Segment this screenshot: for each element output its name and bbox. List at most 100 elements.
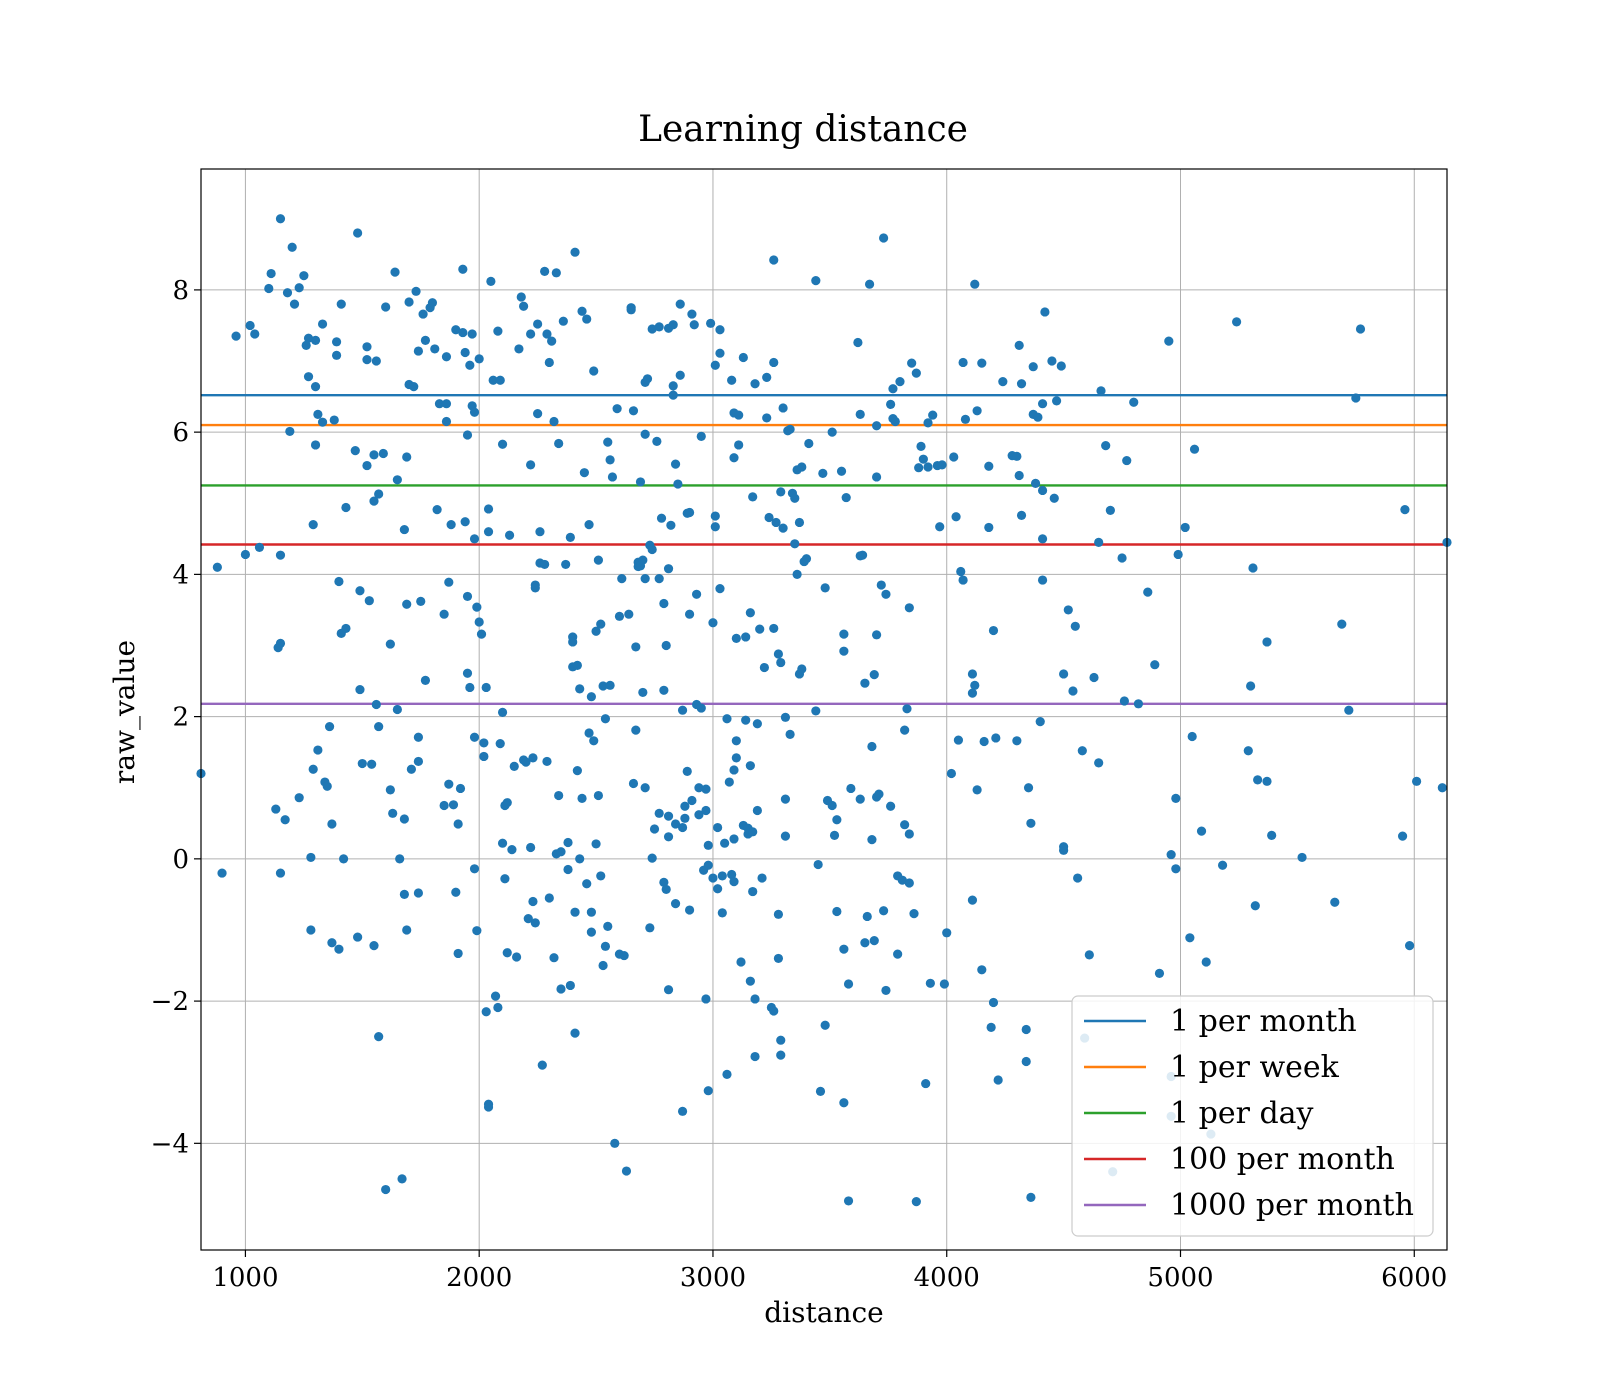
data-point [1253,775,1263,785]
data-point [458,264,468,274]
data-point [750,1051,760,1062]
data-point [554,438,564,449]
data-point [439,800,449,811]
data-point [217,868,227,878]
data-point [827,800,837,811]
data-point [430,344,440,354]
data-point [900,725,910,735]
data-point [586,927,596,937]
data-point [504,530,515,540]
data-point [385,639,395,649]
data-point [988,997,999,1008]
data-point [378,448,388,459]
data-point [521,757,531,767]
data-point [1267,830,1277,840]
data-point [565,980,575,991]
data-point [577,793,587,803]
data-point [570,907,580,917]
data-point [645,923,655,933]
data-point [843,1196,854,1206]
data-point [659,598,669,609]
data-point [371,699,381,710]
data-point [839,629,849,639]
data-point [334,944,344,954]
data-point [843,979,854,989]
data-point [469,732,480,742]
data-point [972,406,982,416]
data-point [827,427,837,437]
data-point [374,1032,384,1042]
data-point [640,429,650,439]
data-point [570,1028,580,1038]
data-point [925,978,935,988]
data-point [769,1006,779,1016]
legend-label: 1000 per month [1170,1188,1414,1223]
data-point [654,808,664,818]
grid-lines [201,169,1447,1250]
data-point [1185,933,1195,943]
data-point [654,574,664,584]
data-point [694,810,704,820]
data-point [682,766,692,776]
data-point [1012,736,1022,746]
data-point [750,994,760,1004]
data-point [829,830,840,840]
data-point [904,878,914,888]
data-point [1101,441,1111,451]
data-point [551,268,561,278]
data-point [780,831,791,841]
data-point [507,845,517,855]
data-point [752,805,762,816]
data-point [776,1035,786,1045]
data-point [710,511,720,521]
data-point [876,580,886,590]
data-point [420,675,431,685]
data-point [575,854,585,864]
data-point [771,517,781,528]
data-point [303,372,314,382]
x-tick-label: 6000 [1381,1263,1447,1293]
data-point [677,1106,688,1116]
data-point [1105,505,1115,515]
data-point [701,805,711,816]
data-point [381,302,391,312]
data-point [902,704,912,714]
data-point [554,790,564,801]
data-point [1026,1192,1036,1202]
data-point [448,800,459,810]
data-point [745,608,755,618]
data-point [577,306,587,316]
data-point [476,629,487,639]
data-point [301,340,311,350]
data-point [677,705,688,715]
data-point [357,758,367,769]
data-point [275,214,286,224]
data-point [1250,901,1260,911]
data-point [635,477,646,487]
data-point [998,377,1008,387]
data-point [558,316,568,326]
data-point [710,360,720,370]
data-point [953,735,964,745]
data-point [780,712,791,722]
data-point [324,721,335,732]
data-point [670,819,681,829]
data-point [404,297,414,307]
data-point [556,847,566,857]
data-point [741,632,751,642]
data-point [516,292,526,302]
data-point [785,729,795,739]
data-point [1133,699,1144,709]
data-point [589,366,599,376]
data-point [584,519,594,530]
data-point [1037,399,1048,409]
data-point [659,877,669,887]
data-point [568,632,578,642]
data-point [212,562,222,572]
data-point [308,519,318,530]
data-point [453,819,463,829]
data-point [331,350,342,360]
data-point [958,357,968,368]
data-point [294,793,304,803]
data-point [353,228,363,238]
